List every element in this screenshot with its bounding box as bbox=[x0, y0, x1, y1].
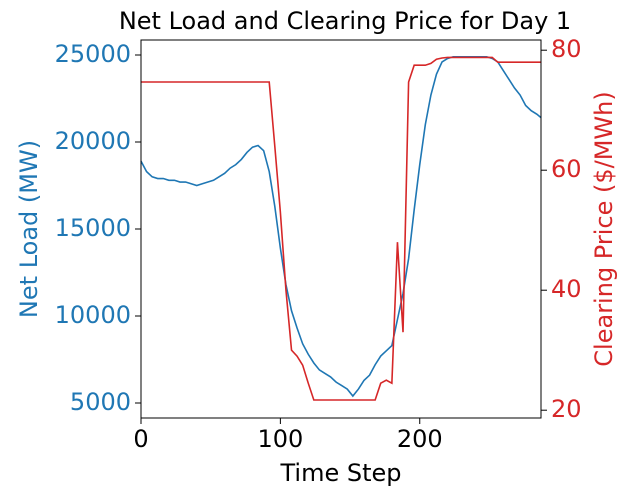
y2-tick-label: 80 bbox=[551, 35, 582, 63]
plot-frame bbox=[140, 39, 542, 419]
y-tick-label: 15000 bbox=[55, 214, 131, 242]
series-line bbox=[141, 56, 541, 401]
series-line bbox=[140, 55, 542, 398]
x-tick-label: 200 bbox=[397, 425, 443, 453]
y2-tick-label: 60 bbox=[551, 155, 582, 183]
y2-tick-label: 20 bbox=[551, 395, 582, 423]
y2-axis-label: Clearing Price ($/MWh) bbox=[590, 91, 618, 366]
y-tick-label: 10000 bbox=[55, 301, 131, 329]
x-tick-label: 0 bbox=[133, 425, 148, 453]
y-axis-label: Net Load (MW) bbox=[15, 140, 43, 318]
y-tick-label: 5000 bbox=[70, 388, 131, 416]
y-tick-label: 20000 bbox=[55, 127, 131, 155]
x-axis-label: Time Step bbox=[279, 459, 401, 487]
y2-tick-label: 40 bbox=[551, 275, 582, 303]
chart-title: Net Load and Clearing Price for Day 1 bbox=[119, 7, 571, 35]
y-tick-label: 25000 bbox=[55, 40, 131, 68]
x-tick-label: 100 bbox=[257, 425, 303, 453]
